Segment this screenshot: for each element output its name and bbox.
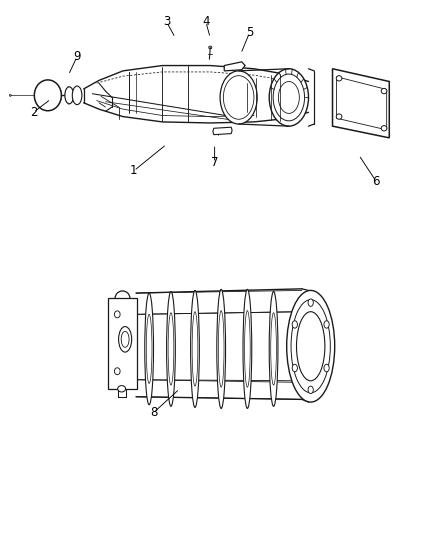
Ellipse shape [72, 86, 82, 104]
Polygon shape [332, 69, 389, 138]
Ellipse shape [243, 289, 252, 408]
Text: 2: 2 [30, 106, 37, 119]
Ellipse shape [324, 365, 329, 372]
Text: 9: 9 [73, 50, 81, 63]
Ellipse shape [292, 321, 297, 328]
Ellipse shape [166, 292, 175, 406]
Ellipse shape [336, 76, 342, 81]
Ellipse shape [119, 327, 132, 352]
Ellipse shape [65, 87, 74, 104]
Ellipse shape [191, 290, 199, 407]
Text: 4: 4 [202, 15, 210, 28]
Text: 7: 7 [211, 156, 219, 169]
Text: 8: 8 [150, 406, 157, 419]
Ellipse shape [297, 312, 325, 381]
Ellipse shape [269, 69, 308, 126]
Ellipse shape [145, 293, 153, 405]
Polygon shape [224, 62, 245, 71]
Ellipse shape [34, 80, 61, 111]
Ellipse shape [324, 321, 329, 328]
Polygon shape [336, 77, 387, 130]
Ellipse shape [269, 292, 278, 406]
Ellipse shape [114, 368, 120, 375]
Text: 6: 6 [372, 175, 380, 188]
Polygon shape [108, 298, 138, 389]
Ellipse shape [336, 114, 342, 119]
Ellipse shape [308, 386, 313, 393]
Text: 3: 3 [163, 15, 170, 28]
Ellipse shape [308, 299, 313, 306]
Ellipse shape [220, 71, 257, 124]
Ellipse shape [381, 88, 387, 94]
Text: 1: 1 [130, 164, 138, 177]
Polygon shape [213, 127, 232, 135]
Ellipse shape [118, 385, 126, 392]
Text: 5: 5 [246, 26, 253, 39]
Ellipse shape [217, 289, 226, 408]
Ellipse shape [381, 126, 387, 131]
Ellipse shape [292, 365, 297, 372]
Ellipse shape [114, 311, 120, 318]
Ellipse shape [287, 290, 335, 402]
